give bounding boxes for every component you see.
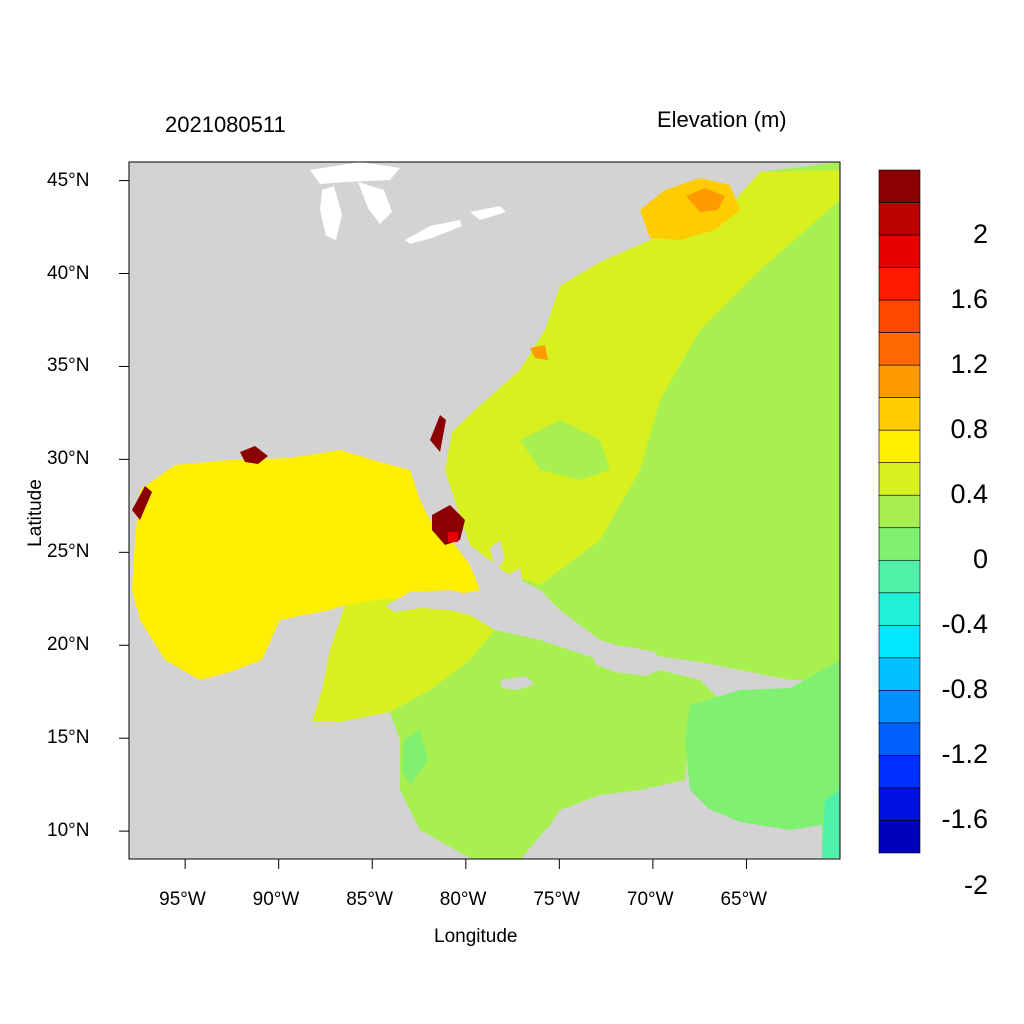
y-tick-label: 25°N [47, 541, 90, 563]
y-tick-label: 15°N [47, 727, 90, 749]
colorbar-label: -1.6 [941, 804, 988, 835]
colorbar-label: 0.4 [950, 479, 988, 510]
colorbar-swatch [878, 332, 921, 366]
colorbar-label: -2 [963, 869, 988, 900]
colorbar-swatch [878, 429, 921, 464]
colorbar-swatch [878, 462, 921, 496]
colorbar-swatch [878, 657, 921, 691]
x-tick-label: 90°W [252, 889, 300, 910]
jamaica [500, 676, 535, 690]
colorbar-label: 2 [972, 219, 988, 250]
atlantic-coast-surge [430, 415, 446, 452]
bahamas [490, 540, 545, 600]
plot-frame [128, 161, 841, 860]
yucatan-peninsula [200, 605, 345, 730]
lake-erie [405, 220, 462, 244]
colorbar-swatch [878, 722, 921, 756]
colorbar-swatch [878, 820, 921, 854]
colorbar-swatch [878, 755, 921, 789]
date-title: 2021080511 [165, 112, 286, 137]
map-panel [129, 162, 840, 859]
south-america-coast [520, 790, 822, 859]
colorbar-label: -0.8 [941, 674, 988, 705]
gulf-of-honduras-patch [402, 730, 428, 785]
colorbar-swatch [878, 267, 921, 301]
louisiana-coast-surge [240, 446, 268, 464]
colorbar-swatch [878, 364, 921, 398]
colorbar-swatch [878, 559, 921, 594]
x-tick-label: 85°W [346, 889, 393, 910]
gulf-of-maine-core [686, 188, 725, 212]
y-tick-label: 40°N [47, 262, 90, 284]
y-tick-label: 30°N [47, 448, 90, 470]
colorbar-label: 0 [972, 544, 988, 575]
colorbar-label: -1.2 [941, 739, 988, 770]
lake-superior [310, 162, 400, 184]
x-tick-label: 80°W [439, 889, 487, 910]
florida-tip-red [448, 532, 458, 542]
cuba [385, 590, 575, 645]
caribbean-east [685, 660, 840, 858]
colorbar-swatch [878, 202, 921, 236]
chesapeake-surge [530, 345, 548, 360]
x-tick-label: 75°W [533, 889, 580, 910]
x-axis-label: Longitude [434, 926, 518, 947]
y-tick-label: 45°N [47, 169, 90, 191]
lake-michigan [320, 186, 342, 240]
caribbean-west [312, 598, 495, 722]
slope-water-band [520, 420, 610, 480]
axis-ticks [119, 180, 747, 869]
colorbar [878, 169, 921, 854]
variable-title: Elevation (m) [657, 107, 787, 132]
y-tick-label: 10°N [47, 820, 90, 842]
colorbar-swatch [878, 494, 921, 529]
caribbean-central [390, 630, 720, 859]
lake-huron [358, 182, 392, 224]
y-axis-label: Latitude [25, 479, 46, 547]
colorbar-swatch [878, 625, 921, 659]
gulf-of-mexico [132, 450, 480, 680]
colorbar-label: 1.6 [950, 284, 988, 315]
colorbar-swatch [878, 299, 921, 333]
y-tick-label: 35°N [47, 355, 90, 377]
hispaniola [592, 646, 665, 676]
colorbar-swatch [878, 527, 921, 561]
colorbar-swatch [878, 234, 921, 268]
colorbar-label: 1.2 [950, 349, 988, 380]
gulf-stream-band [445, 170, 840, 585]
texas-coast-surge [132, 486, 152, 520]
colorbar-swatch [878, 397, 921, 431]
colorbar-swatch [878, 787, 921, 821]
x-tick-label: 65°W [720, 889, 768, 910]
colorbar-swatch [878, 690, 921, 724]
colorbar-swatch [878, 592, 921, 626]
colorbar-label: 0.8 [950, 414, 988, 445]
x-tick-label: 70°W [626, 889, 674, 910]
colorbar-swatch [878, 169, 921, 203]
caribbean-east-south [822, 790, 840, 858]
x-tick-label: 95°W [159, 889, 206, 910]
colorbar-label: -0.4 [941, 609, 988, 640]
lake-ontario [470, 206, 506, 220]
puerto-rico [705, 674, 738, 684]
y-tick-label: 20°N [47, 634, 90, 656]
